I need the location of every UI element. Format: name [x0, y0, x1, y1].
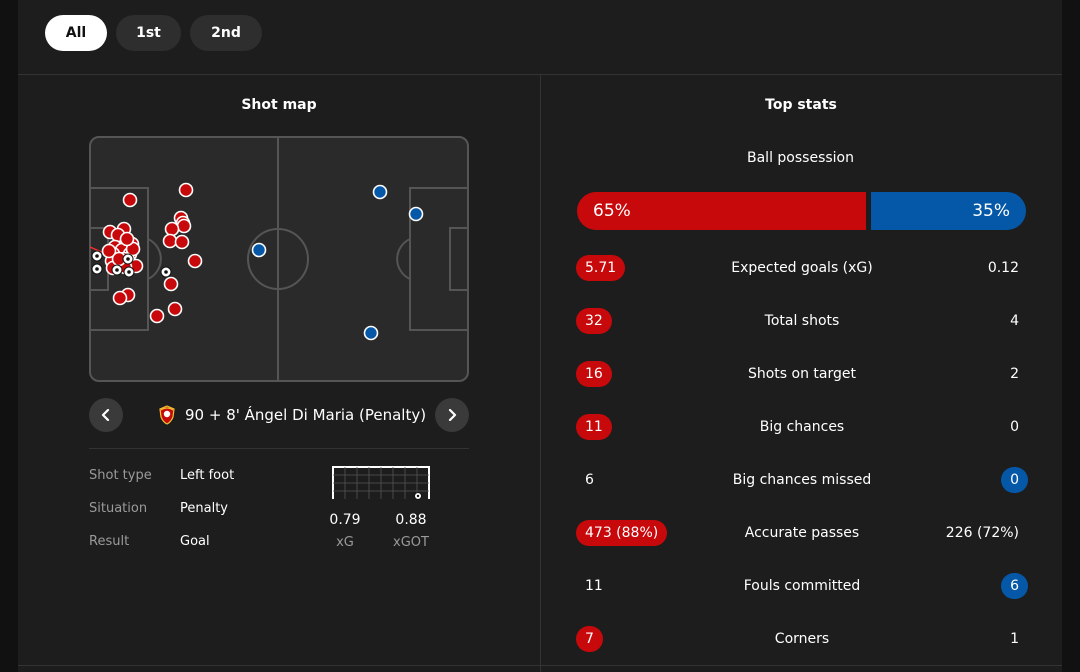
stat-row: Fouls committed 11 6	[576, 572, 1028, 600]
stat-row: Big chances 11 0	[576, 413, 1028, 441]
away-shot-marker[interactable]	[372, 184, 388, 200]
situation-label: Situation	[89, 501, 148, 516]
xgot-label: xGOT	[393, 535, 429, 550]
header-divider	[18, 74, 1062, 75]
stat-away-value: 6	[1001, 573, 1028, 599]
stat-away-value: 2	[1010, 366, 1019, 382]
shot-map-title: Shot map	[241, 97, 317, 113]
shot-type-label: Shot type	[89, 468, 152, 483]
stat-home-value: 11	[585, 578, 603, 594]
home-shot-marker[interactable]	[174, 234, 190, 250]
xg-label: xG	[336, 535, 354, 550]
stat-home-value: 473 (88%)	[576, 520, 668, 546]
result-value: Goal	[180, 534, 210, 549]
possession-home-value: 65%	[593, 201, 631, 221]
home-shot-marker[interactable]	[101, 243, 117, 259]
home-shot-marker[interactable]	[163, 276, 179, 292]
ball-pattern	[115, 268, 119, 272]
chevron-right-icon	[448, 409, 457, 421]
stat-home-value: 16	[576, 361, 612, 387]
tab-second-half[interactable]: 2nd	[190, 15, 262, 51]
previous-shot-button[interactable]	[89, 398, 123, 432]
xgot-value: 0.88	[395, 512, 427, 528]
stat-name: Accurate passes	[744, 525, 860, 541]
result-label: Result	[89, 534, 130, 549]
selected-shot-label: 90 + 8' Ángel Di Maria (Penalty)	[185, 406, 427, 424]
stat-away-value: 226 (72%)	[945, 525, 1019, 541]
ball-pattern	[95, 254, 99, 258]
home-shot-marker[interactable]	[149, 308, 165, 324]
stat-name: Big chances missed	[732, 472, 872, 488]
shot-details-divider	[89, 448, 469, 449]
home-shot-marker[interactable]	[122, 192, 138, 208]
tab-all[interactable]: All	[45, 15, 107, 51]
stat-name: Expected goals (xG)	[731, 260, 873, 276]
possession-away-bar: 35%	[871, 192, 1026, 230]
stat-row: Corners 7 1	[576, 625, 1028, 653]
column-divider	[540, 75, 541, 672]
stat-away-value: 0	[1001, 467, 1028, 493]
ball-pattern	[126, 257, 130, 261]
home-shot-marker[interactable]	[112, 290, 128, 306]
away-shot-marker[interactable]	[363, 325, 379, 341]
chevron-left-icon	[101, 409, 110, 421]
ball-pattern	[164, 270, 168, 274]
home-shot-marker[interactable]	[162, 233, 178, 249]
possession-label: Ball possession	[747, 150, 854, 166]
shot-type-value: Left foot	[180, 468, 235, 483]
club-crest-icon	[159, 405, 175, 425]
home-shot-marker[interactable]	[164, 221, 180, 237]
shot-map-pitch[interactable]	[89, 136, 469, 382]
stat-name: Fouls committed	[743, 578, 861, 594]
stat-name: Big chances	[759, 419, 845, 435]
top-stats-title: Top stats	[765, 97, 837, 113]
stat-row: Shots on target 16 2	[576, 360, 1028, 388]
stat-away-value: 0.12	[987, 260, 1019, 276]
home-shot-marker[interactable]	[176, 218, 192, 234]
situation-value: Penalty	[180, 501, 228, 516]
stat-row: Total shots 32 4	[576, 307, 1028, 335]
home-shot-marker[interactable]	[178, 182, 194, 198]
footer-divider	[18, 665, 1062, 666]
away-shot-marker[interactable]	[251, 242, 267, 258]
stat-away-value: 1	[1010, 631, 1019, 647]
home-shot-marker[interactable]	[119, 231, 135, 247]
ball-pattern	[95, 267, 99, 271]
tab-first-half[interactable]: 1st	[116, 15, 181, 51]
stat-row: Expected goals (xG) 5.71 0.12	[576, 254, 1028, 282]
next-shot-button[interactable]	[435, 398, 469, 432]
stat-home-value: 6	[585, 472, 594, 488]
goal-frame-diagram	[332, 466, 430, 500]
stat-row: Big chances missed 6 0	[576, 466, 1028, 494]
stat-away-value: 0	[1010, 419, 1019, 435]
home-shot-marker[interactable]	[187, 253, 203, 269]
stat-name: Corners	[774, 631, 830, 647]
stat-home-value: 11	[576, 414, 612, 440]
away-shot-marker[interactable]	[408, 206, 424, 222]
stat-home-value: 5.71	[576, 255, 626, 281]
possession-home-bar: 65%	[577, 192, 866, 230]
stat-away-value: 4	[1010, 313, 1019, 329]
possession-away-value: 35%	[972, 201, 1010, 221]
xg-value: 0.79	[329, 512, 361, 528]
period-tabs: All 1st 2nd	[45, 15, 262, 51]
stat-row: Accurate passes 473 (88%) 226 (72%)	[576, 519, 1028, 547]
stat-name: Shots on target	[747, 366, 856, 382]
match-stats-card: All 1st 2nd Shot map 90 + 8' Ángel Di Ma…	[18, 0, 1062, 672]
stat-home-value: 32	[576, 308, 612, 334]
home-shot-marker[interactable]	[167, 301, 183, 317]
stat-name: Total shots	[764, 313, 840, 329]
stat-home-value: 7	[576, 626, 603, 652]
ball-pattern	[127, 270, 131, 274]
selected-shot: 90 + 8' Ángel Di Maria (Penalty)	[158, 403, 426, 427]
